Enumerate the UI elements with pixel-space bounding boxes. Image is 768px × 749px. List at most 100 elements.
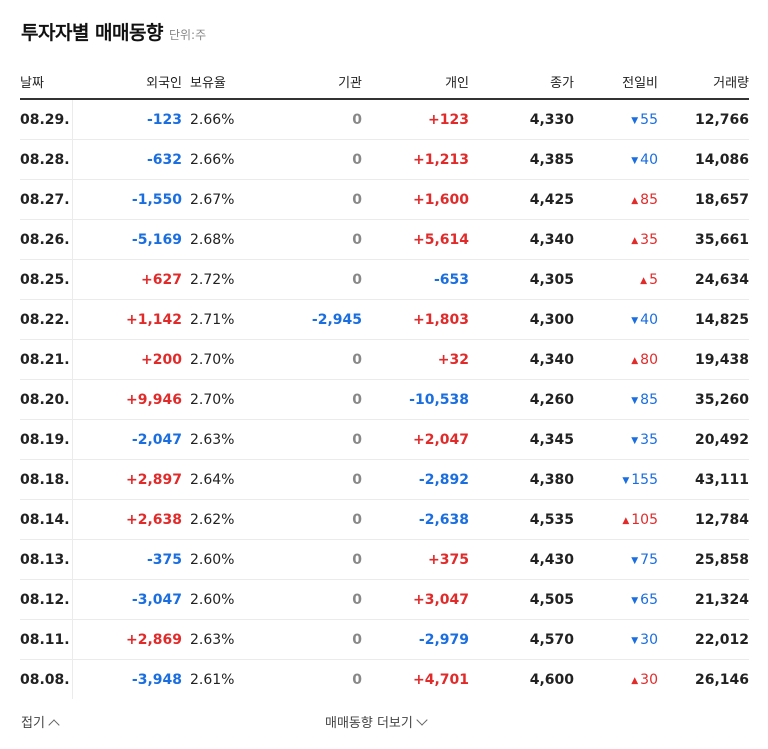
cell-ratio: 2.64% xyxy=(182,459,242,500)
cell-change: ▲ 30 xyxy=(574,660,658,700)
cell-change: ▲ 5 xyxy=(574,259,658,300)
cell-foreign: -3,948 xyxy=(71,659,182,699)
cell-close: 4,570 xyxy=(469,619,574,660)
cell-date: 08.22. xyxy=(20,299,72,340)
cell-volume: 22,012 xyxy=(658,619,749,660)
change-value: 40 xyxy=(640,311,658,328)
fold-button[interactable]: 접기 xyxy=(21,712,60,731)
col-header-ratio: 보유율 xyxy=(182,64,242,100)
triangle-down-icon: ▼ xyxy=(631,155,639,166)
change-value: 55 xyxy=(640,111,658,128)
cell-institution: 0 xyxy=(242,259,362,300)
cell-date: 08.28. xyxy=(20,139,72,180)
col-header-volume: 거래량 xyxy=(658,64,749,100)
cell-date: 08.18. xyxy=(20,459,72,500)
cell-volume: 12,784 xyxy=(658,499,749,540)
cell-ratio: 2.72% xyxy=(182,259,242,300)
col-header-individual: 개인 xyxy=(362,64,469,100)
cell-ratio: 2.71% xyxy=(182,299,242,340)
table-row: 08.20. +9,946 2.70% 0 -10,538 4,260 ▼ 85 35,260 xyxy=(20,379,749,420)
table-row: 08.25. +627 2.72% 0 -653 4,305 ▲ 5 24,634 xyxy=(20,259,749,300)
change-value: 35 xyxy=(640,231,658,248)
cell-foreign: +1,142 xyxy=(71,299,182,340)
triangle-down-icon: ▼ xyxy=(631,115,639,126)
cell-institution: 0 xyxy=(242,539,362,580)
table-header-row: 날짜 외국인 보유율 기관 개인 종가 전일비 거래량 xyxy=(20,64,749,100)
col-header-foreign: 외국인 xyxy=(72,64,182,100)
table-row: 08.28. -632 2.66% 0 +1,213 4,385 ▼ 40 14,086 xyxy=(20,139,749,180)
cell-volume: 24,634 xyxy=(658,259,749,300)
cell-date: 08.11. xyxy=(20,619,72,660)
change-value: 75 xyxy=(640,551,658,568)
cell-change: ▼ 75 xyxy=(574,539,658,580)
table-row: 08.27. -1,550 2.67% 0 +1,600 4,425 ▲ 85 18,657 xyxy=(20,179,749,220)
cell-close: 4,380 xyxy=(469,459,574,500)
cell-ratio: 2.68% xyxy=(182,219,242,260)
cell-ratio: 2.70% xyxy=(182,379,242,420)
triangle-down-icon: ▼ xyxy=(631,635,639,646)
cell-ratio: 2.63% xyxy=(182,419,242,460)
cell-institution: 0 xyxy=(242,379,362,420)
cell-individual: +3,047 xyxy=(362,579,469,620)
cell-ratio: 2.70% xyxy=(182,339,242,380)
triangle-down-icon: ▼ xyxy=(631,315,639,326)
cell-volume: 25,858 xyxy=(658,539,749,580)
cell-institution: -2,945 xyxy=(242,299,362,340)
change-value: 65 xyxy=(640,591,658,608)
cell-date: 08.25. xyxy=(20,259,72,300)
cell-change: ▲ 35 xyxy=(574,219,658,260)
cell-individual: +4,701 xyxy=(412,671,469,688)
cell-foreign: -5,169 xyxy=(71,219,182,260)
cell-change: ▲ 85 xyxy=(574,179,658,220)
cell-change: ▼ 65 xyxy=(574,579,658,620)
change-value: 85 xyxy=(640,191,658,208)
unit-label: 단위:주 xyxy=(168,28,207,42)
table-row: 08.19. -2,047 2.63% 0 +2,047 4,345 ▼ 35 20,492 xyxy=(20,419,749,460)
change-value: 40 xyxy=(640,151,658,168)
cell-volume: 26,146 xyxy=(694,671,749,688)
cell-close: 4,600 xyxy=(529,671,574,688)
cell-individual: +123 xyxy=(362,99,469,140)
cell-change: ▼ 40 xyxy=(574,299,658,340)
cell-institution: 0 xyxy=(242,459,362,500)
cell-volume: 14,825 xyxy=(658,299,749,340)
cell-close: 4,305 xyxy=(469,259,574,300)
cell-individual: +5,614 xyxy=(362,219,469,260)
cell-ratio: 2.67% xyxy=(182,179,242,220)
table-row: 08.26. -5,169 2.68% 0 +5,614 4,340 ▲ 35 35,661 xyxy=(20,219,749,260)
chevron-down-icon xyxy=(416,714,428,726)
table-row: 08.13. -375 2.60% 0 +375 4,430 ▼ 75 25,858 xyxy=(20,539,749,580)
cell-individual: +1,600 xyxy=(362,179,469,220)
cell-foreign: +200 xyxy=(71,339,182,380)
cell-close: 4,430 xyxy=(469,539,574,580)
cell-close: 4,425 xyxy=(469,179,574,220)
cell-foreign: -2,047 xyxy=(71,419,182,460)
triangle-up-icon: ▲ xyxy=(640,275,648,286)
cell-individual: +1,803 xyxy=(362,299,469,340)
triangle-down-icon: ▼ xyxy=(622,475,630,486)
cell-change: ▼ 85 xyxy=(574,379,658,420)
change-value: 105 xyxy=(631,511,658,528)
cell-close: 4,535 xyxy=(469,499,574,540)
cell-volume: 21,324 xyxy=(658,579,749,620)
cell-date: 08.26. xyxy=(20,219,72,260)
cell-volume: 19,438 xyxy=(658,339,749,380)
more-trading-trend-link[interactable]: 매매동향 더보기 xyxy=(325,712,428,731)
change-value: 35 xyxy=(640,431,658,448)
cell-change: ▲ 105 xyxy=(574,499,658,540)
cell-close: 4,505 xyxy=(469,579,574,620)
cell-close: 4,300 xyxy=(469,299,574,340)
cell-foreign: +2,869 xyxy=(71,619,182,660)
cell-change: ▼ 35 xyxy=(574,419,658,460)
cell-institution: 0 xyxy=(242,579,362,620)
cell-change: ▼ 30 xyxy=(574,619,658,660)
cell-volume: 35,260 xyxy=(658,379,749,420)
change-value: 5 xyxy=(649,271,658,288)
cell-foreign: +2,638 xyxy=(71,499,182,540)
triangle-up-icon: ▲ xyxy=(631,355,639,366)
cell-volume: 14,086 xyxy=(658,139,749,180)
table-row: 08.12. -3,047 2.60% 0 +3,047 4,505 ▼ 65 21,324 xyxy=(20,579,749,620)
table-row: 08.11. +2,869 2.63% 0 -2,979 4,570 ▼ 30 22,012 xyxy=(20,619,749,660)
cell-close: 4,330 xyxy=(469,99,574,140)
cell-individual: +1,213 xyxy=(362,139,469,180)
